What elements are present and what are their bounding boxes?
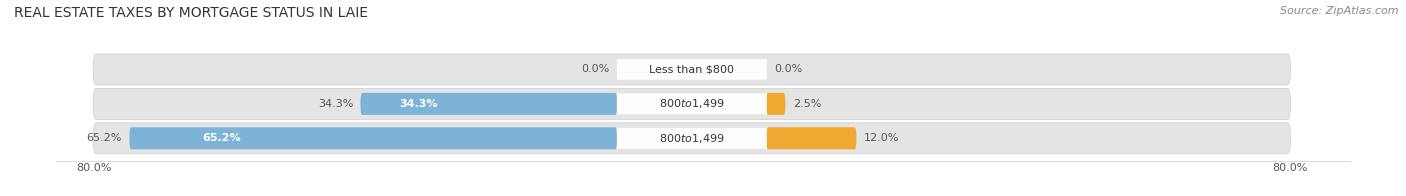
FancyBboxPatch shape: [129, 127, 617, 149]
FancyBboxPatch shape: [766, 127, 856, 149]
Text: Less than $800: Less than $800: [650, 64, 734, 74]
Text: 0.0%: 0.0%: [581, 64, 610, 74]
Text: 65.2%: 65.2%: [202, 133, 242, 143]
Text: 34.3%: 34.3%: [318, 99, 353, 109]
Text: Source: ZipAtlas.com: Source: ZipAtlas.com: [1281, 6, 1399, 16]
Text: 12.0%: 12.0%: [863, 133, 898, 143]
Text: REAL ESTATE TAXES BY MORTGAGE STATUS IN LAIE: REAL ESTATE TAXES BY MORTGAGE STATUS IN …: [14, 6, 368, 20]
FancyBboxPatch shape: [766, 93, 786, 115]
Text: 34.3%: 34.3%: [399, 99, 437, 109]
Text: 0.0%: 0.0%: [775, 64, 803, 74]
FancyBboxPatch shape: [93, 123, 1291, 154]
FancyBboxPatch shape: [617, 128, 766, 149]
FancyBboxPatch shape: [93, 54, 1291, 85]
Text: 2.5%: 2.5%: [793, 99, 821, 109]
Text: $800 to $1,499: $800 to $1,499: [659, 132, 724, 145]
FancyBboxPatch shape: [617, 93, 766, 114]
FancyBboxPatch shape: [360, 93, 617, 115]
FancyBboxPatch shape: [93, 88, 1291, 119]
Text: $800 to $1,499: $800 to $1,499: [659, 97, 724, 110]
FancyBboxPatch shape: [617, 59, 766, 80]
Text: 65.2%: 65.2%: [87, 133, 122, 143]
